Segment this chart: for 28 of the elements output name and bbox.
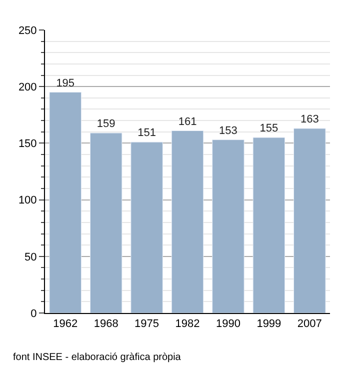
data-label: 195 bbox=[56, 77, 75, 90]
y-tick-label: 50 bbox=[24, 251, 37, 264]
data-label: 155 bbox=[260, 122, 278, 135]
bar bbox=[252, 137, 286, 313]
data-label: 161 bbox=[178, 116, 197, 128]
bar bbox=[294, 128, 326, 313]
x-tick-label: 1990 bbox=[216, 318, 240, 330]
bar bbox=[49, 92, 82, 313]
data-label: 153 bbox=[219, 124, 238, 137]
y-tick-label: 250 bbox=[18, 24, 37, 37]
y-tick-label: 200 bbox=[18, 81, 37, 94]
y-tick-label: 0 bbox=[30, 308, 37, 320]
y-tick-label: 100 bbox=[18, 194, 37, 207]
x-tick-label: 1962 bbox=[53, 318, 78, 330]
bar bbox=[130, 142, 163, 313]
x-tick-label: 1968 bbox=[94, 318, 118, 330]
x-tick-label: 2007 bbox=[297, 318, 322, 330]
data-label: 163 bbox=[300, 113, 319, 126]
bar bbox=[212, 140, 244, 313]
data-label: 151 bbox=[138, 127, 156, 140]
bar bbox=[90, 132, 122, 313]
x-tick-label: 1975 bbox=[134, 318, 160, 330]
data-label: 159 bbox=[96, 118, 116, 130]
x-tick-label: 1999 bbox=[256, 318, 282, 330]
y-tick-label: 150 bbox=[18, 138, 37, 150]
text: font INSEE - elaboració gràfica pròpia bbox=[13, 352, 182, 363]
x-tick-label: 1982 bbox=[175, 318, 200, 330]
bar bbox=[171, 130, 204, 313]
